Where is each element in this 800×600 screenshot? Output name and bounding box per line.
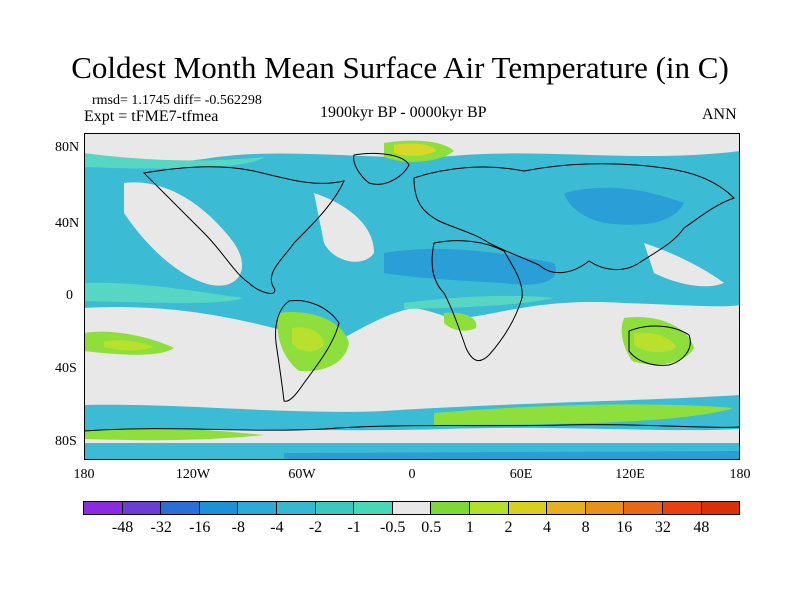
colorbar-label: 16 (616, 519, 633, 536)
colorbar (83, 501, 741, 515)
lat-label-80s: 80S (55, 434, 77, 449)
colorbar-label: -1 (347, 519, 361, 536)
colorbar-label: -32 (150, 519, 172, 536)
strongest-warm-regions (394, 143, 436, 156)
lon-label-180w: 180 (73, 467, 95, 482)
colorbar-swatch (314, 501, 355, 515)
map-border (84, 133, 740, 460)
lon-label-120e: 120E (615, 467, 645, 482)
lon-label-120w: 120W (175, 467, 211, 482)
colorbar-swatch (160, 501, 200, 515)
colorbar-swatch (121, 501, 162, 515)
colorbar-label: -48 (111, 519, 134, 536)
cold-anomaly-regions (284, 187, 740, 460)
colorbar-swatch (623, 501, 663, 515)
colorbar-label: 2 (504, 519, 513, 536)
colorbar-label: -16 (189, 519, 211, 536)
colorbar-label: -0.5 (380, 519, 406, 536)
lat-label-40n: 40N (55, 216, 80, 231)
lon-label-60w: 60W (288, 467, 316, 482)
colorbar-swatch (584, 501, 625, 515)
lon-label-180e: 180 (729, 467, 751, 482)
temperature-map (84, 133, 740, 460)
colorbar-swatch (198, 501, 239, 515)
colorbar-label: 8 (581, 519, 590, 536)
colorbar-swatch (661, 501, 702, 515)
colorbar-swatch (83, 501, 123, 515)
colorbar-label: -4 (270, 519, 284, 536)
coastlines (84, 152, 740, 432)
lat-label-80n: 80N (55, 140, 80, 155)
colorbar-label: -8 (231, 519, 246, 536)
stats-text: rmsd= 1.1745 diff= -0.562298 (92, 93, 262, 108)
lon-label-60e: 60E (509, 467, 533, 482)
colorbar-swatch (237, 501, 277, 515)
colorbar-swatch (700, 501, 741, 515)
period-label: 1900kyr BP - 0000kyr BP (320, 104, 487, 121)
colorbar-label: 1 (465, 519, 474, 536)
lon-label-0: 0 (408, 467, 416, 482)
colorbar-swatch (546, 501, 586, 515)
colorbar-swatch (507, 501, 548, 515)
colorbar-label: -2 (308, 519, 323, 536)
colorbar-swatch (430, 501, 470, 515)
colorbar-label: 48 (693, 519, 710, 536)
colorbar-swatch (468, 501, 509, 515)
lat-label-40s: 40S (55, 361, 77, 376)
chart-title: Coldest Month Mean Surface Air Temperatu… (71, 50, 729, 85)
colorbar-swatch (391, 501, 432, 515)
season-label: ANN (702, 106, 737, 123)
slight-cold-regions (84, 153, 554, 309)
colorbar-label: 4 (543, 519, 552, 536)
lat-label-0: 0 (66, 288, 73, 303)
colorbar-swatch (275, 501, 316, 515)
colorbar-label: 0.5 (421, 519, 442, 536)
strong-warm-regions (104, 327, 676, 353)
experiment-label: Expt = tFME7-tfmea (84, 108, 219, 125)
colorbar-label: 32 (654, 519, 671, 536)
colorbar-swatch (353, 501, 393, 515)
